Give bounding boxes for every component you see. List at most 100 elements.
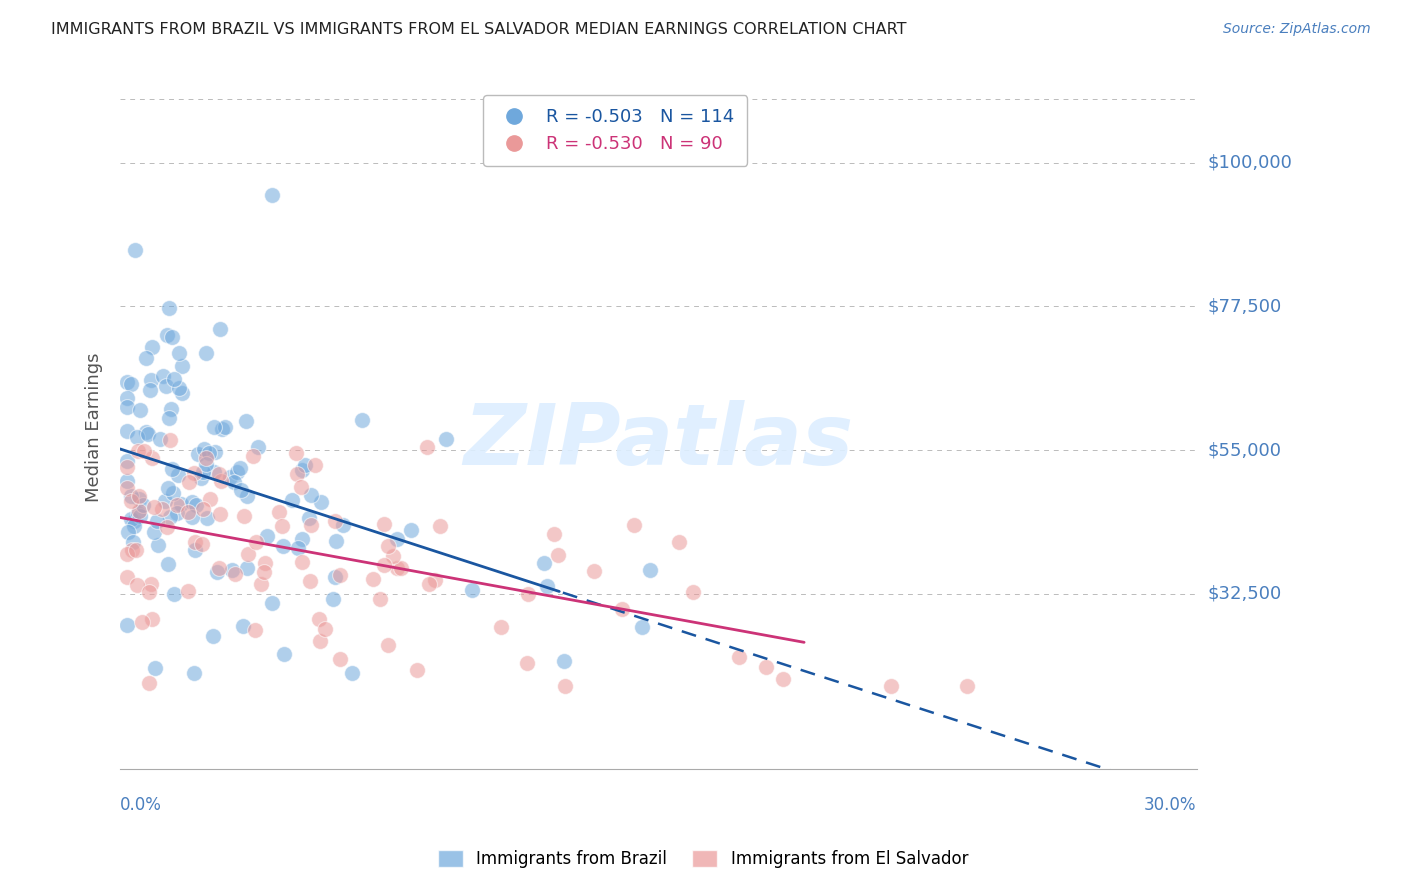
Point — [122, 518, 145, 533]
Point — [630, 620, 652, 634]
Point — [150, 502, 173, 516]
Point — [368, 592, 391, 607]
Point — [157, 301, 180, 315]
Point — [172, 359, 194, 373]
Point — [311, 495, 333, 509]
Point — [180, 495, 202, 509]
Point — [385, 532, 408, 546]
Point — [242, 450, 264, 464]
Point — [533, 557, 555, 571]
Point — [141, 451, 163, 466]
Point — [304, 458, 326, 472]
Point — [198, 446, 221, 460]
Point — [583, 564, 606, 578]
Point — [141, 341, 163, 355]
Point — [245, 623, 267, 637]
Point — [253, 565, 276, 579]
Point — [121, 542, 143, 557]
Point — [253, 556, 276, 570]
Point — [115, 376, 138, 390]
Point — [166, 468, 188, 483]
Point — [170, 386, 193, 401]
Point — [198, 492, 221, 507]
Text: 30.0%: 30.0% — [1144, 797, 1197, 814]
Point — [160, 402, 183, 417]
Point — [160, 330, 183, 344]
Point — [271, 518, 294, 533]
Point — [195, 346, 218, 360]
Point — [323, 570, 346, 584]
Point — [291, 463, 314, 477]
Point — [406, 663, 429, 677]
Point — [229, 461, 252, 475]
Point — [247, 440, 270, 454]
Point — [193, 442, 215, 457]
Point — [115, 453, 138, 467]
Point — [120, 512, 142, 526]
Point — [115, 460, 138, 475]
Point — [180, 510, 202, 524]
Point — [260, 187, 283, 202]
Point — [612, 602, 634, 616]
Point — [139, 384, 162, 398]
Point — [141, 612, 163, 626]
Point — [543, 527, 565, 541]
Point — [291, 555, 314, 569]
Point — [208, 467, 231, 481]
Point — [184, 498, 207, 512]
Point — [128, 504, 150, 518]
Point — [177, 475, 200, 489]
Point — [214, 420, 236, 434]
Point — [299, 574, 322, 588]
Point — [115, 474, 138, 488]
Point — [128, 491, 150, 506]
Point — [377, 539, 399, 553]
Point — [136, 426, 159, 441]
Text: $55,000: $55,000 — [1208, 441, 1282, 459]
Point — [308, 612, 330, 626]
Text: Source: ZipAtlas.com: Source: ZipAtlas.com — [1223, 22, 1371, 37]
Point — [115, 400, 138, 414]
Point — [124, 514, 146, 528]
Point — [772, 672, 794, 686]
Legend: Immigrants from Brazil, Immigrants from El Salvador: Immigrants from Brazil, Immigrants from … — [432, 843, 974, 875]
Point — [127, 429, 149, 443]
Text: $77,500: $77,500 — [1208, 298, 1282, 316]
Point — [294, 458, 316, 472]
Point — [516, 657, 538, 671]
Point — [322, 592, 344, 607]
Point — [156, 328, 179, 343]
Point — [399, 524, 422, 538]
Point — [156, 557, 179, 571]
Point — [162, 587, 184, 601]
Point — [149, 433, 172, 447]
Point — [195, 511, 218, 525]
Point — [132, 444, 155, 458]
Point — [184, 534, 207, 549]
Point — [120, 494, 142, 508]
Point — [956, 679, 979, 693]
Point — [115, 569, 138, 583]
Point — [167, 381, 190, 395]
Point — [231, 483, 253, 497]
Point — [122, 535, 145, 549]
Point — [235, 561, 257, 575]
Point — [249, 576, 271, 591]
Point — [553, 654, 575, 668]
Point — [115, 547, 138, 561]
Point — [224, 567, 246, 582]
Point — [129, 508, 152, 523]
Point — [125, 542, 148, 557]
Point — [115, 424, 138, 438]
Point — [668, 534, 690, 549]
Point — [195, 450, 218, 465]
Point — [350, 413, 373, 427]
Point — [299, 488, 322, 502]
Point — [117, 524, 139, 539]
Text: IMMIGRANTS FROM BRAZIL VS IMMIGRANTS FROM EL SALVADOR MEDIAN EARNINGS CORRELATIO: IMMIGRANTS FROM BRAZIL VS IMMIGRANTS FRO… — [51, 22, 905, 37]
Point — [285, 467, 308, 482]
Point — [299, 518, 322, 533]
Point — [120, 376, 142, 391]
Point — [638, 563, 661, 577]
Point — [146, 514, 169, 528]
